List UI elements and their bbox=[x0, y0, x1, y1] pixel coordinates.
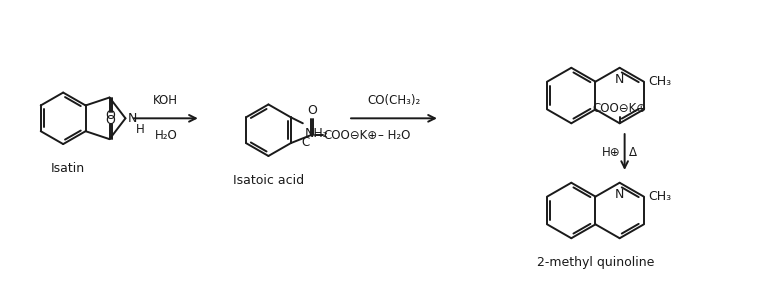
Text: Isatin: Isatin bbox=[51, 162, 85, 175]
Text: KOH: KOH bbox=[154, 95, 178, 107]
Text: NH₂: NH₂ bbox=[305, 127, 329, 140]
Text: CH₃: CH₃ bbox=[647, 75, 671, 88]
Text: N: N bbox=[615, 73, 624, 86]
Text: C: C bbox=[302, 136, 310, 149]
Text: N: N bbox=[127, 112, 137, 125]
Text: COO⊖K⊕: COO⊖K⊕ bbox=[593, 102, 647, 115]
Text: COO⊖K⊕: COO⊖K⊕ bbox=[324, 129, 378, 142]
Text: Isatoic acid: Isatoic acid bbox=[233, 174, 304, 187]
Text: H⊕: H⊕ bbox=[602, 146, 621, 158]
Text: H₂O: H₂O bbox=[154, 129, 177, 142]
Text: H: H bbox=[135, 123, 144, 136]
Text: O: O bbox=[307, 104, 316, 117]
Text: CO(CH₃)₂: CO(CH₃)₂ bbox=[367, 95, 421, 107]
Text: CH₃: CH₃ bbox=[647, 190, 671, 203]
Text: O: O bbox=[105, 114, 115, 127]
Text: O: O bbox=[105, 109, 115, 122]
Text: – H₂O: – H₂O bbox=[378, 129, 410, 142]
Text: 2-methyl quinoline: 2-methyl quinoline bbox=[537, 256, 654, 269]
Text: N: N bbox=[615, 188, 624, 201]
Text: Δ: Δ bbox=[629, 146, 637, 158]
